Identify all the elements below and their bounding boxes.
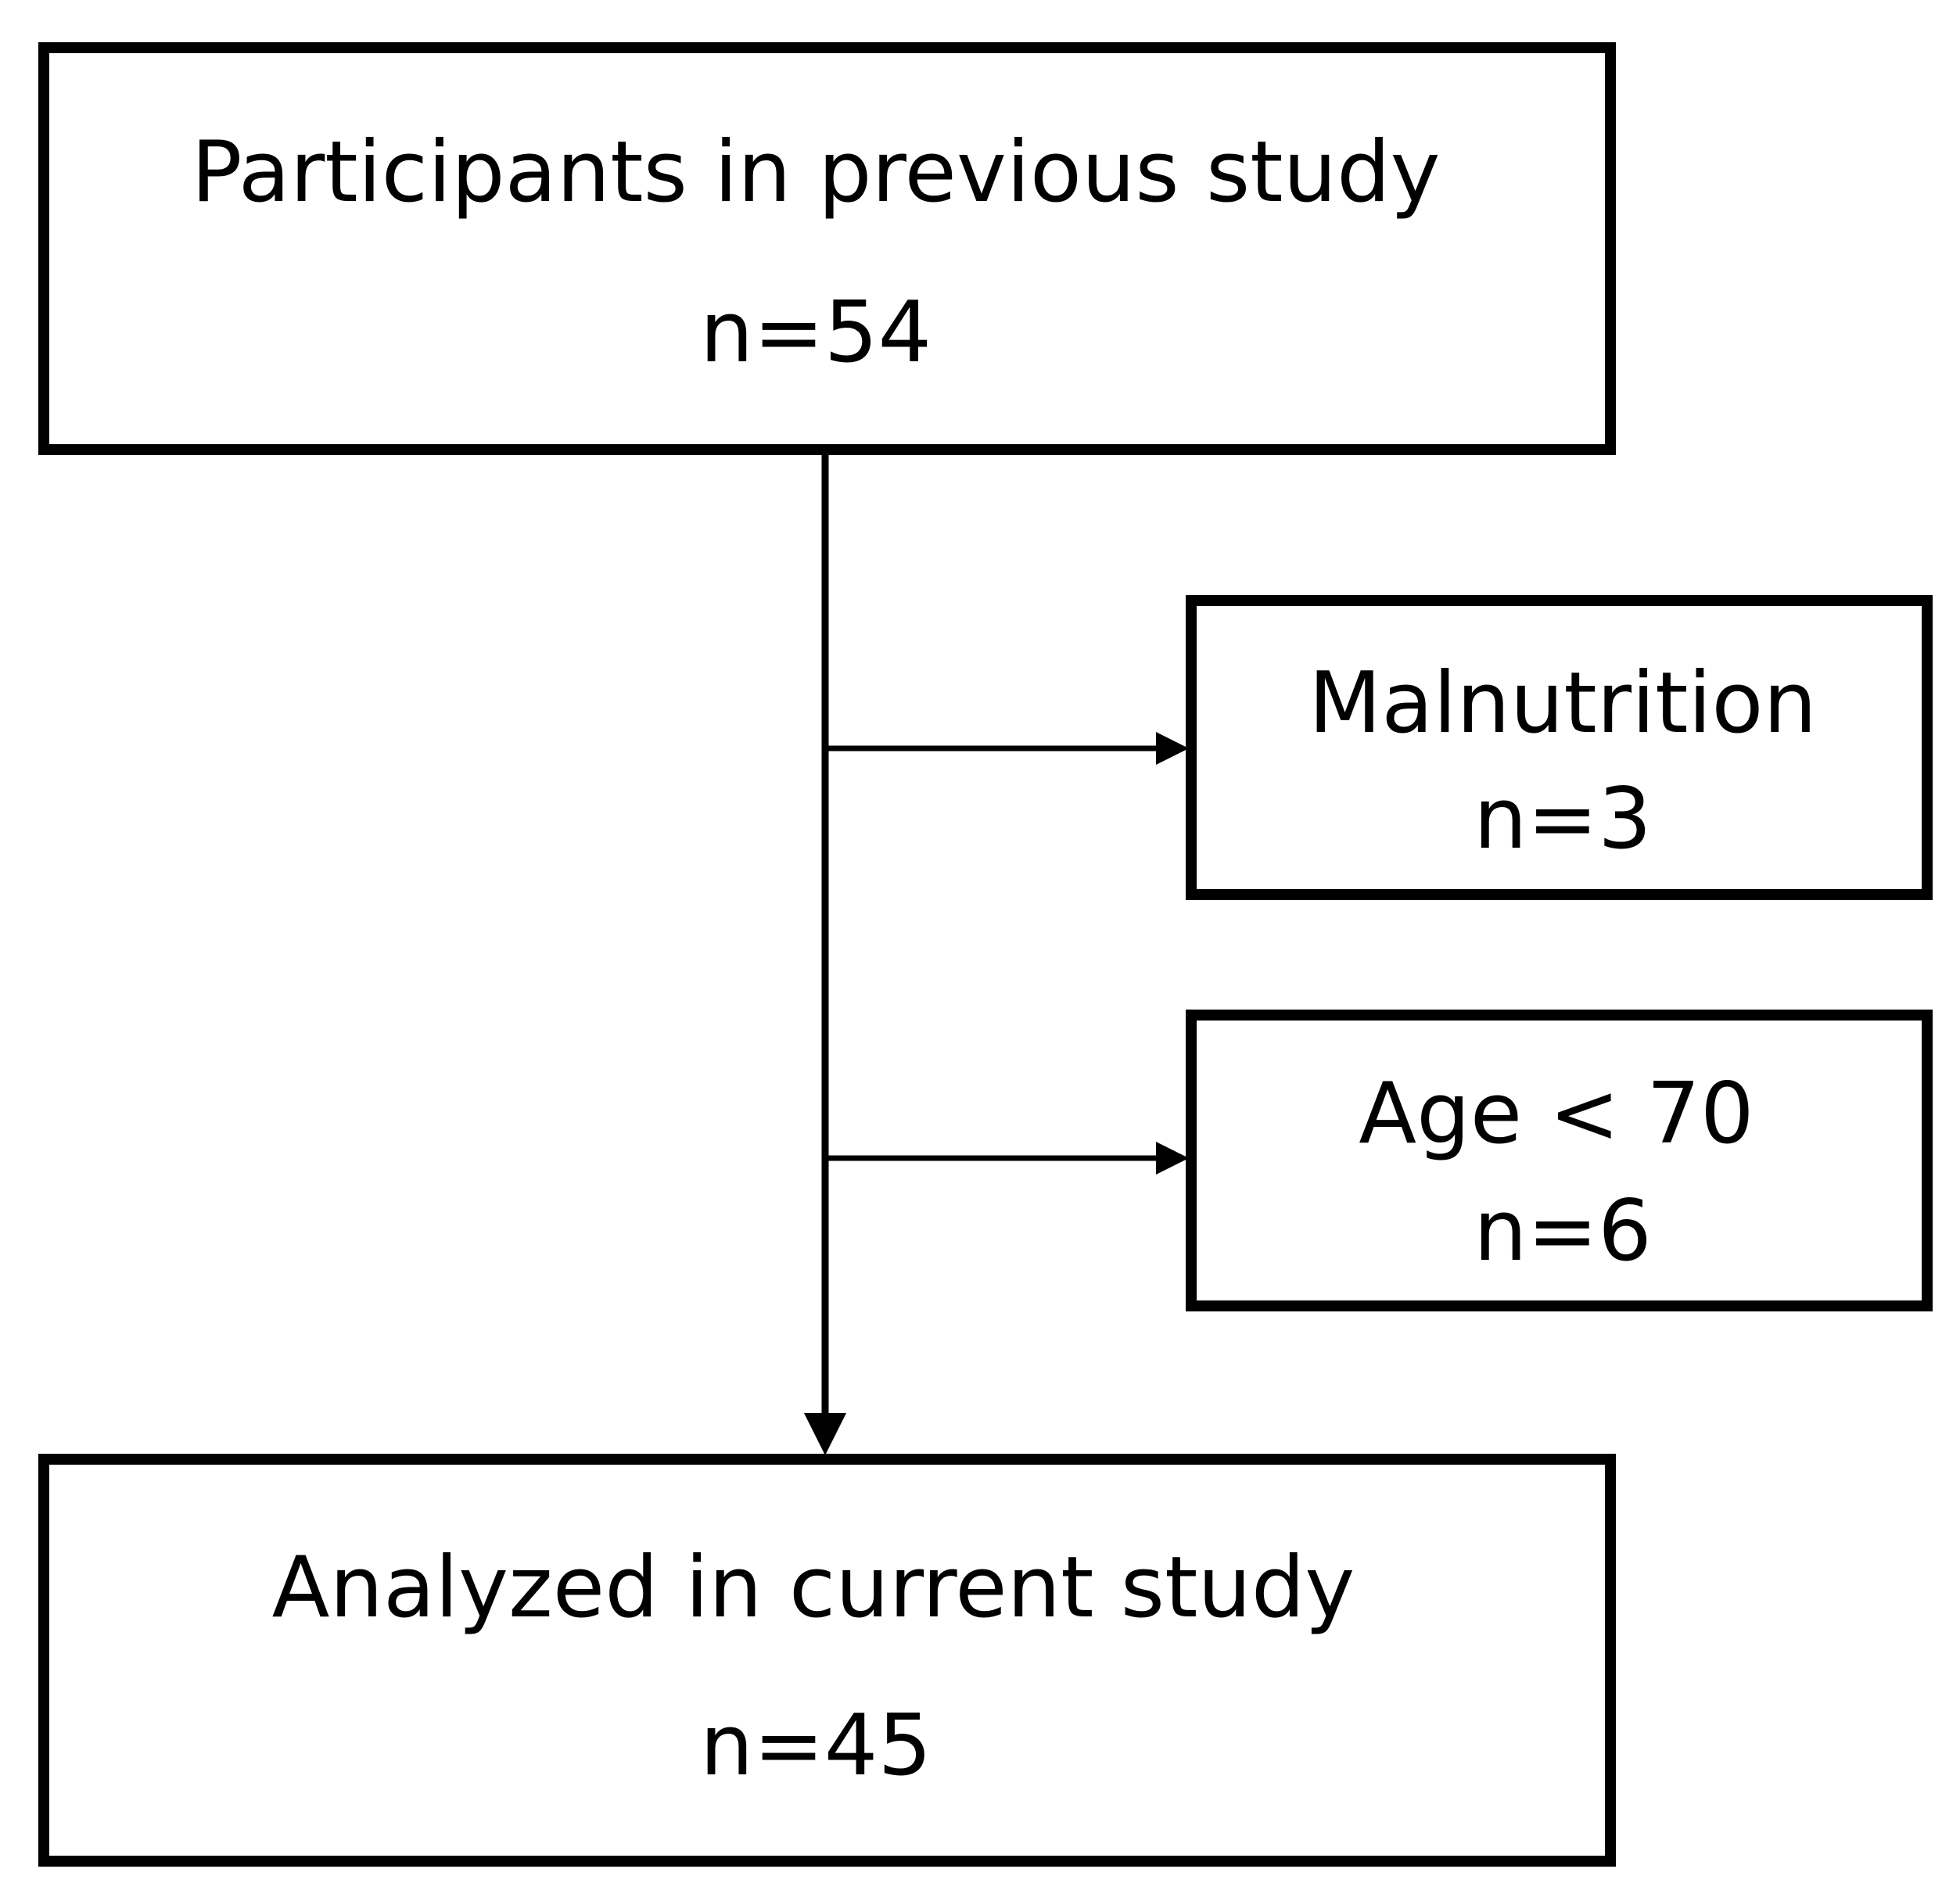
node-label: Age < 70 (1359, 1065, 1754, 1163)
node-count: n=3 (1474, 770, 1652, 868)
node-count: n=54 (700, 284, 932, 382)
node-count: n=45 (700, 1697, 932, 1795)
box-malnutrition (1186, 595, 1933, 900)
node-label: Malnutrition (1308, 655, 1817, 752)
node-label: Analyzed in current study (272, 1539, 1355, 1637)
box-age (1186, 1010, 1933, 1311)
node-count: n=6 (1474, 1182, 1652, 1280)
box-current-study (38, 1454, 1616, 1867)
node-label: Participants in previous study (191, 124, 1440, 221)
box-previous-study (38, 42, 1616, 455)
